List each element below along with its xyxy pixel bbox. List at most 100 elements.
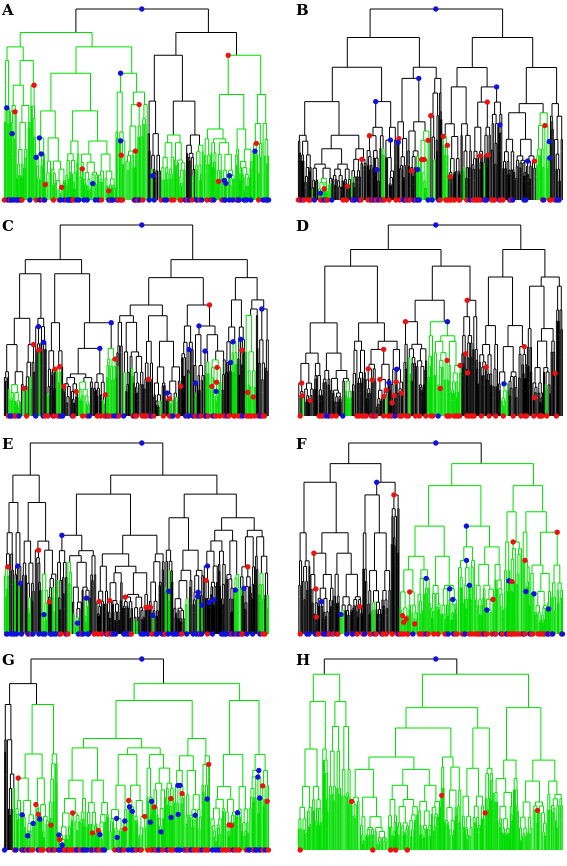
node-C-64 (166, 396, 173, 402)
node-B-103 (510, 197, 516, 203)
node-B-42 (416, 75, 422, 82)
node-D-55 (446, 413, 453, 419)
node-D-68 (471, 413, 477, 419)
node-C-73 (186, 346, 192, 353)
node-D-38 (399, 390, 405, 396)
node-C-103 (237, 336, 244, 342)
node-D-25 (383, 387, 389, 393)
node-B-75 (451, 197, 457, 203)
node-C-35 (86, 413, 93, 419)
node-B-114 (547, 197, 554, 203)
node-C-91 (213, 379, 220, 385)
node-C-107 (239, 413, 246, 419)
node-A-42 (76, 197, 82, 203)
node-D-77 (518, 413, 524, 419)
node-A-116 (253, 140, 259, 147)
node-A-49 (98, 197, 105, 203)
panel-label-B: B (296, 1, 309, 19)
node-B-110 (542, 122, 548, 129)
node-A-20 (33, 197, 39, 203)
node-C-11 (35, 323, 42, 330)
nodes-A (1, 6, 272, 203)
node-D-73 (501, 381, 507, 387)
node-D-49 (430, 413, 436, 419)
node-D-85 (539, 413, 545, 419)
node-A-50 (106, 188, 112, 194)
dendrogram-B (297, 8, 563, 200)
root-node-D (433, 222, 439, 228)
node-B-106 (524, 158, 531, 164)
node-D-24 (377, 376, 383, 383)
node-B-44 (395, 139, 401, 145)
node-B-5 (307, 197, 313, 203)
node-C-9 (30, 341, 37, 348)
node-C-33 (79, 413, 86, 419)
panel-C: C (2, 217, 269, 419)
node-B-10 (321, 186, 327, 192)
node-A-92 (199, 197, 205, 203)
panel-label-C: C (2, 217, 14, 235)
node-C-10 (23, 413, 30, 419)
node-A-45 (84, 197, 90, 203)
node-B-3 (301, 197, 307, 203)
node-B-111 (546, 138, 552, 145)
node-C-78 (192, 380, 199, 386)
node-C-13 (36, 347, 42, 353)
node-B-52 (409, 168, 415, 174)
node-C-70 (178, 383, 184, 389)
node-C-99 (226, 413, 232, 419)
node-C-68 (170, 413, 176, 419)
root-node-A (139, 6, 145, 12)
node-B-58 (416, 197, 422, 203)
dendrogram-C (3, 224, 269, 416)
node-A-26 (42, 181, 48, 188)
node-D-16 (381, 346, 387, 353)
node-B-41 (393, 197, 399, 203)
panel-A: A (1, 1, 272, 203)
node-C-58 (145, 376, 152, 382)
node-B-17 (343, 197, 350, 203)
node-A-104 (223, 180, 229, 187)
node-A-111 (236, 197, 242, 203)
node-D-32 (389, 400, 395, 406)
node-A-97 (211, 197, 217, 203)
node-C-17 (45, 413, 51, 419)
node-C-7 (16, 413, 22, 419)
node-A-28 (59, 184, 65, 190)
node-A-21 (36, 135, 43, 141)
node-D-3 (307, 397, 313, 404)
node-C-113 (250, 394, 257, 400)
node-A-0 (4, 105, 10, 111)
node-D-76 (521, 343, 527, 350)
node-C-95 (217, 413, 223, 419)
node-A-27 (50, 197, 57, 203)
node-C-120 (261, 413, 268, 419)
node-C-82 (198, 413, 204, 419)
node-B-66 (437, 197, 443, 203)
node-C-102 (232, 413, 238, 419)
node-A-22 (38, 151, 44, 157)
panel-label-A: A (1, 1, 14, 19)
node-C-92 (213, 388, 219, 395)
node-A-76 (150, 173, 156, 179)
node-B-14 (324, 197, 331, 203)
node-B-25 (373, 98, 379, 105)
node-B-107 (531, 158, 538, 164)
node-C-14 (40, 339, 47, 345)
node-C-116 (259, 306, 265, 312)
node-B-7 (317, 190, 324, 196)
node-B-15 (329, 197, 335, 203)
node-D-47 (444, 319, 451, 325)
node-C-90 (214, 364, 220, 371)
node-D-41 (402, 319, 409, 325)
node-A-65 (136, 101, 142, 108)
node-B-38 (381, 197, 387, 203)
node-B-72 (447, 173, 453, 180)
node-C-75 (186, 413, 192, 419)
node-A-57 (117, 70, 124, 76)
node-C-62 (160, 413, 167, 419)
node-D-0 (299, 380, 305, 386)
panel-E: E (2, 435, 269, 637)
node-D-29 (386, 380, 392, 386)
